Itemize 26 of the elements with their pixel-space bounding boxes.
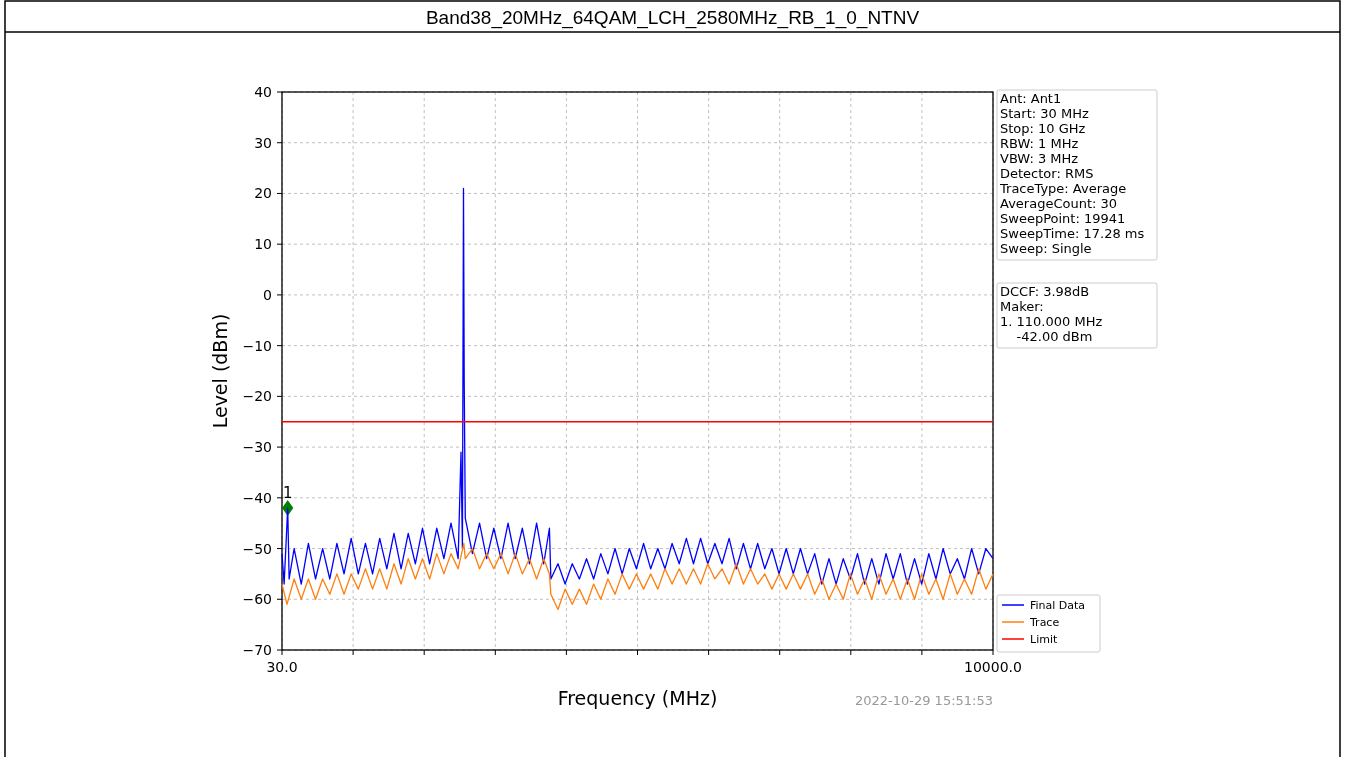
y-tick-label: 20	[254, 185, 272, 202]
chart-title: Band38_20MHz_64QAM_LCH_2580MHz_RB_1_0_NTNV	[425, 7, 920, 29]
x-tick-label: 10000.0	[964, 659, 1022, 675]
y-tick-label: 10	[254, 236, 272, 253]
y-tick-label: −30	[242, 439, 272, 456]
y-tick-label: −70	[242, 642, 272, 658]
y-tick-label: 30	[254, 134, 272, 151]
line-series	[281, 542, 994, 611]
x-tick-label: 30.0	[266, 659, 298, 675]
y-tick-label: −50	[242, 540, 272, 557]
legend-label: Limit	[1030, 633, 1058, 646]
y-tick-label: −60	[242, 591, 272, 608]
legend-label: Trace	[1029, 616, 1060, 629]
annotation: 1	[282, 483, 293, 502]
legend-label: Final Data	[1030, 599, 1086, 612]
x-axis-title: Frequency (MHz)	[557, 687, 718, 709]
y-tick-label: −20	[242, 388, 272, 405]
y-tick-label: 0	[263, 286, 272, 303]
text: 2022-10-29 15:51:53	[854, 693, 993, 708]
y-tick-label: 40	[254, 84, 272, 100]
line-series	[281, 187, 994, 585]
text: DCCF: 3.98dB Maker: 1. 110.000 MHz -42.00 dBm	[1000, 284, 1103, 344]
y-tick-label: −40	[242, 489, 272, 506]
y-tick-label: −10	[242, 337, 272, 354]
y-axis-title: Level (dBm)	[209, 313, 231, 429]
text: Ant: Ant1 Start: 30 MHz Stop: 10 GHz RBW: 1 MHz VBW: 3 MHz Detector: RMS TraceType: Average AverageCount: 30 SweepPoint: 19941 SweepTime: 17.28 ms Sweep: Single	[1000, 91, 1145, 256]
